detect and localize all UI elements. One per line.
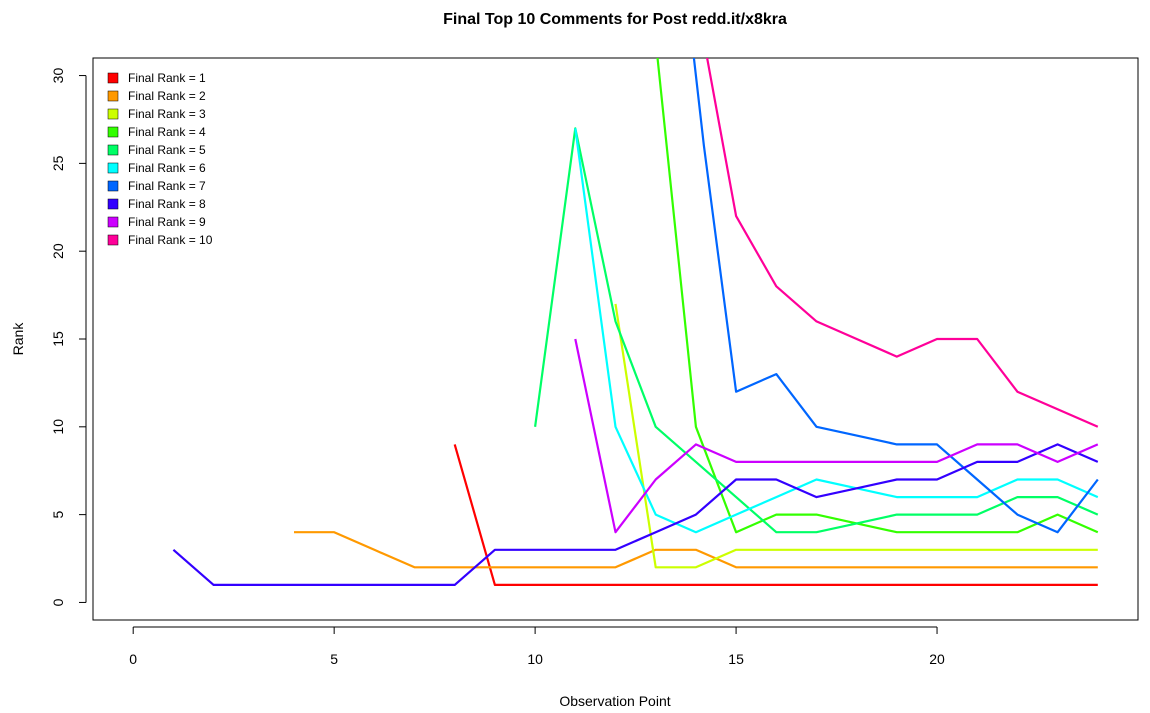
chart-title: Final Top 10 Comments for Post redd.it/x…	[443, 11, 787, 28]
legend-swatch	[107, 234, 119, 246]
legend-label: Final Rank = 2	[128, 89, 206, 103]
y-tick-label: 20	[50, 243, 66, 259]
series-line-rank-3	[614, 303, 1098, 569]
legend: Final Rank = 1 Final Rank = 2 Final Rank =…	[107, 71, 213, 247]
legend-label: Final Rank = 4	[128, 125, 206, 139]
legend-swatch	[107, 144, 119, 156]
legend-label: Final Rank = 9	[128, 215, 206, 229]
legend-swatch	[107, 72, 119, 84]
legend-label: Final Rank = 8	[128, 197, 206, 211]
series-layer	[172, 58, 1099, 587]
legend-swatch	[107, 216, 119, 228]
legend-swatch	[107, 90, 119, 102]
legend-swatch	[107, 126, 119, 138]
x-tick-label: 15	[728, 651, 744, 667]
plot-frame	[92, 57, 1139, 621]
legend-swatch	[107, 108, 119, 120]
x-axis-label: Observation Point	[559, 693, 670, 709]
legend-label: Final Rank = 5	[128, 143, 206, 157]
x-axis: 0 5 10 15 20	[129, 626, 945, 667]
legend-label: Final Rank = 3	[128, 107, 206, 121]
y-tick-label: 30	[50, 68, 66, 84]
series-line-rank-7	[692, 58, 1099, 534]
x-tick-label: 5	[330, 651, 338, 667]
series-line-rank-4	[656, 58, 1099, 534]
legend-swatch	[107, 180, 119, 192]
x-tick-label: 20	[929, 651, 945, 667]
y-axis: 0 5 10 15 20 25 30	[50, 68, 87, 606]
legend-label: Final Rank = 6	[128, 161, 206, 175]
series-line-rank-5	[534, 127, 1099, 534]
y-tick-label: 25	[50, 155, 66, 171]
y-axis-label: Rank	[10, 322, 26, 356]
x-tick-label: 0	[129, 651, 137, 667]
legend-label: Final Rank = 10	[128, 233, 213, 247]
series-line-rank-8	[172, 443, 1099, 587]
series-line-rank-6	[574, 128, 1099, 534]
legend-swatch	[107, 162, 119, 174]
series-line-rank-10	[706, 58, 1099, 428]
legend-label: Final Rank = 1	[128, 71, 206, 85]
y-tick-label: 10	[50, 419, 66, 435]
y-tick-label: 5	[50, 511, 66, 519]
series-line-rank-2	[294, 531, 1098, 569]
legend-label: Final Rank = 7	[128, 179, 206, 193]
legend-swatch	[107, 198, 119, 210]
series-line-rank-9	[574, 338, 1099, 534]
y-tick-label: 0	[50, 598, 66, 606]
y-tick-label: 15	[50, 331, 66, 347]
x-tick-label: 10	[527, 651, 543, 667]
series-line-rank-1	[453, 444, 1098, 587]
